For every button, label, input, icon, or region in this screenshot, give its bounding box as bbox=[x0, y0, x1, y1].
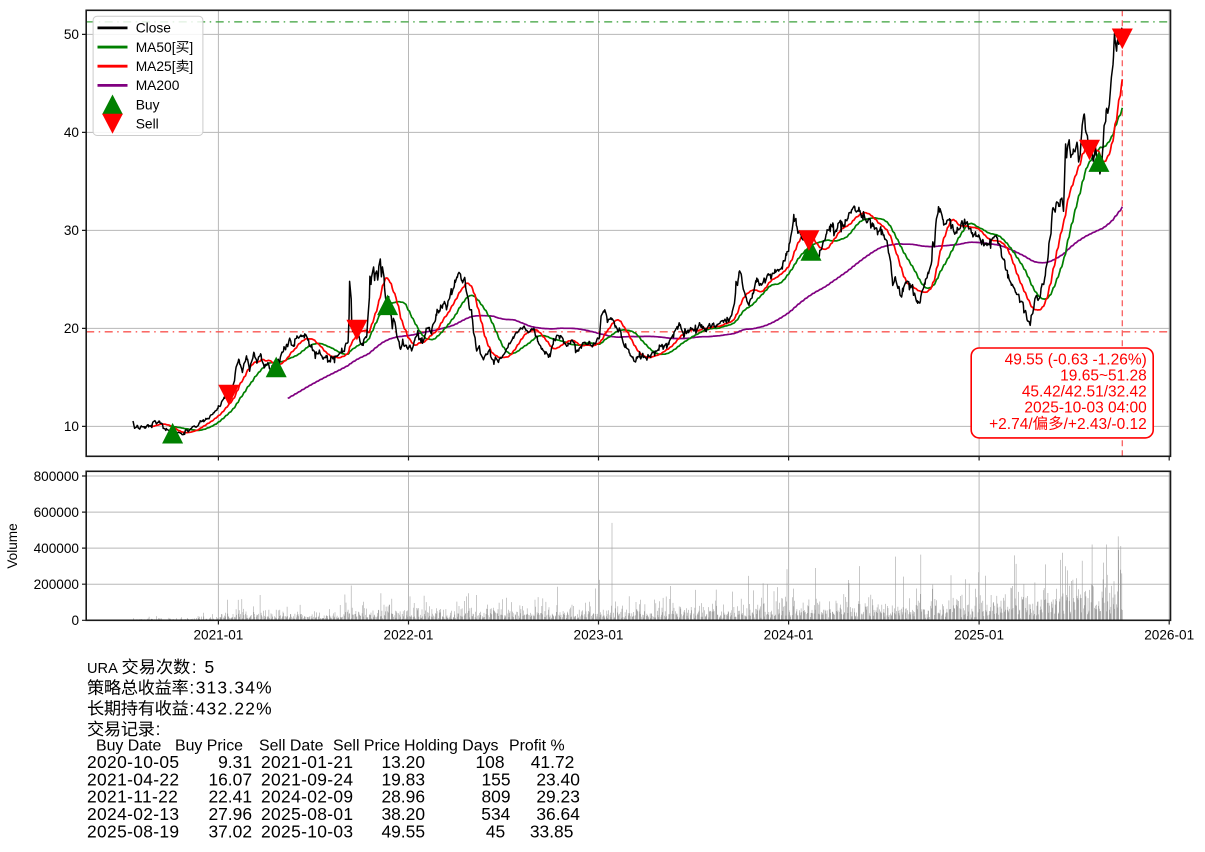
svg-text:41.72: 41.72 bbox=[531, 752, 575, 772]
svg-text:2024-02-13: 2024-02-13 bbox=[87, 804, 179, 824]
svg-text:2022-01: 2022-01 bbox=[384, 628, 434, 643]
svg-text:5: 5 bbox=[205, 657, 215, 677]
svg-text:9.31: 9.31 bbox=[218, 752, 252, 772]
svg-text:2021-11-22: 2021-11-22 bbox=[87, 787, 178, 807]
svg-text::: : bbox=[189, 678, 194, 698]
svg-text:108: 108 bbox=[475, 752, 504, 772]
svg-text:50: 50 bbox=[64, 27, 80, 42]
svg-text:400000: 400000 bbox=[34, 541, 80, 556]
svg-text:MA200: MA200 bbox=[136, 78, 180, 93]
svg-text:22.41: 22.41 bbox=[208, 787, 252, 807]
svg-text:+2.74/: +2.74/ bbox=[989, 416, 1033, 433]
svg-text:600000: 600000 bbox=[34, 505, 80, 520]
svg-text:19.83: 19.83 bbox=[381, 769, 425, 789]
svg-text:2021-01-21: 2021-01-21 bbox=[261, 752, 353, 772]
svg-text:2025-10-03 04:00: 2025-10-03 04:00 bbox=[1024, 400, 1147, 417]
svg-text:313.34%: 313.34% bbox=[196, 678, 273, 698]
svg-text:534: 534 bbox=[481, 804, 510, 824]
svg-text:33.85: 33.85 bbox=[530, 822, 574, 842]
svg-text:13.20: 13.20 bbox=[381, 752, 425, 772]
svg-text:45.42/42.51/32.42: 45.42/42.51/32.42 bbox=[1022, 384, 1147, 401]
svg-text::: : bbox=[156, 719, 161, 739]
svg-text:2024-01: 2024-01 bbox=[764, 628, 814, 643]
svg-text:800000: 800000 bbox=[34, 469, 80, 484]
svg-text:2026-01: 2026-01 bbox=[1144, 628, 1194, 643]
svg-text:2020-10-05: 2020-10-05 bbox=[87, 752, 179, 772]
svg-text:2021-01: 2021-01 bbox=[193, 628, 243, 643]
svg-text:2025-10-03: 2025-10-03 bbox=[261, 822, 353, 842]
svg-text:MA25[: MA25[ bbox=[136, 59, 176, 74]
svg-text:Close: Close bbox=[136, 21, 172, 36]
svg-text:20: 20 bbox=[64, 321, 80, 336]
svg-text::: : bbox=[192, 657, 197, 677]
svg-text:29.23: 29.23 bbox=[536, 787, 580, 807]
svg-text:16.07: 16.07 bbox=[208, 769, 252, 789]
svg-text:2025-08-01: 2025-08-01 bbox=[261, 804, 353, 824]
svg-text:30: 30 bbox=[64, 223, 80, 238]
svg-text:45: 45 bbox=[486, 822, 505, 842]
svg-text:]: ] bbox=[189, 40, 193, 55]
svg-text:Buy Date: Buy Date bbox=[96, 737, 162, 754]
svg-text:]: ] bbox=[189, 59, 193, 74]
svg-text:10: 10 bbox=[64, 419, 80, 434]
svg-text:37.02: 37.02 bbox=[208, 822, 252, 842]
svg-text:2024-02-09: 2024-02-09 bbox=[261, 787, 353, 807]
svg-text:23.40: 23.40 bbox=[536, 769, 580, 789]
svg-text:Buy Price: Buy Price bbox=[175, 737, 243, 754]
svg-text:Volume: Volume bbox=[5, 523, 20, 568]
svg-text:36.64: 36.64 bbox=[536, 804, 580, 824]
svg-text:Sell: Sell bbox=[136, 117, 159, 132]
svg-text:0: 0 bbox=[71, 613, 79, 628]
svg-text::: : bbox=[189, 698, 194, 718]
svg-text:40: 40 bbox=[64, 125, 80, 140]
svg-text:809: 809 bbox=[481, 787, 510, 807]
svg-text:432.22%: 432.22% bbox=[196, 698, 273, 718]
svg-text:2025-01: 2025-01 bbox=[954, 628, 1004, 643]
svg-text:49.55: 49.55 bbox=[381, 822, 425, 842]
svg-text:Profit %: Profit % bbox=[509, 737, 565, 754]
svg-text:Buy: Buy bbox=[136, 97, 160, 112]
svg-text:Sell Price: Sell Price bbox=[333, 737, 400, 754]
svg-text:Holding Days: Holding Days bbox=[404, 737, 499, 754]
svg-text:38.20: 38.20 bbox=[381, 804, 425, 824]
svg-text:49.55 (-0.63 -1.26%): 49.55 (-0.63 -1.26%) bbox=[1005, 351, 1147, 368]
svg-text:200000: 200000 bbox=[34, 577, 80, 592]
svg-text:19.65~51.28: 19.65~51.28 bbox=[1060, 368, 1147, 385]
svg-text:28.96: 28.96 bbox=[381, 787, 425, 807]
svg-text:27.96: 27.96 bbox=[208, 804, 252, 824]
svg-text:MA50[: MA50[ bbox=[136, 40, 176, 55]
svg-text:2021-04-22: 2021-04-22 bbox=[87, 769, 179, 789]
svg-text:2025-08-19: 2025-08-19 bbox=[87, 822, 179, 842]
svg-text:Sell Date: Sell Date bbox=[259, 737, 324, 754]
svg-text:155: 155 bbox=[481, 769, 510, 789]
svg-text:/+2.43/-0.12: /+2.43/-0.12 bbox=[1064, 416, 1147, 433]
svg-text:2023-01: 2023-01 bbox=[574, 628, 624, 643]
svg-text:2021-09-24: 2021-09-24 bbox=[261, 769, 353, 789]
svg-text:URA: URA bbox=[87, 661, 118, 677]
